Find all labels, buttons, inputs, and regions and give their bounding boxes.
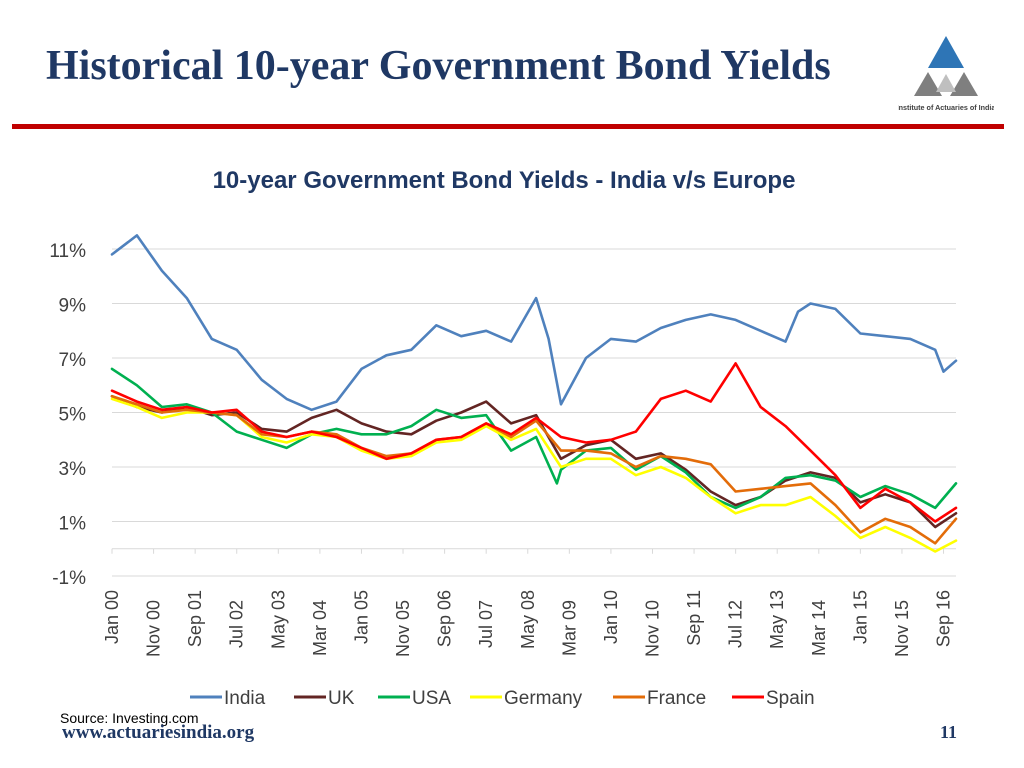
x-tick-label: Nov 10	[642, 600, 662, 657]
x-tick-label: Jul 02	[227, 600, 247, 648]
x-tick-label: Sep 16	[934, 590, 954, 647]
legend-label-india: India	[224, 688, 266, 709]
slide-title: Historical 10-year Government Bond Yield…	[46, 43, 831, 89]
x-tick-label: Jan 05	[351, 590, 371, 644]
logo-triangle-top	[928, 36, 964, 68]
chart-legend: India UK USA Germany France Spain	[190, 688, 815, 709]
x-tick-label: Nov 05	[393, 600, 413, 657]
series-lines	[110, 234, 958, 553]
legend-label-usa: USA	[412, 688, 451, 709]
x-tick-label: May 13	[767, 590, 787, 649]
y-tick-label: -1%	[52, 568, 86, 589]
x-tick-label: Nov 15	[892, 600, 912, 657]
legend-label-france: France	[647, 688, 706, 709]
y-axis-ticks: -1% 1% 3% 5% 7% 9% 11%	[49, 241, 86, 589]
y-tick-label: 1%	[59, 514, 87, 535]
series-line-germany	[110, 397, 958, 553]
x-axis: Jan 00 Nov 00 Sep 01 Jul 02 May 03 Mar 04 Jan …	[102, 548, 956, 657]
series-line-usa	[110, 367, 958, 510]
footer-url[interactable]: www.actuariesindia.org	[62, 722, 255, 743]
logo-triangle-right	[950, 72, 978, 96]
series-line-spain	[110, 362, 958, 523]
x-tick-label: May 08	[518, 590, 538, 649]
series-line-france	[110, 394, 958, 545]
source-note: Source: Investing.com	[60, 710, 199, 726]
series-line-india	[110, 234, 958, 412]
legend-label-uk: UK	[328, 688, 355, 709]
x-tick-label: Sep 01	[185, 590, 205, 647]
y-tick-label: 9%	[59, 296, 87, 317]
x-tick-label: Nov 00	[144, 600, 164, 657]
logo-triangle-left	[914, 72, 942, 96]
legend-label-spain: Spain	[766, 688, 815, 709]
logo-text: Institute of Actuaries of India	[898, 103, 994, 112]
title-rule	[12, 124, 1004, 129]
x-tick-label: Jul 12	[726, 600, 746, 648]
x-tick-label: Jan 00	[102, 590, 122, 644]
x-tick-label: Jan 10	[601, 590, 621, 644]
y-tick-label: 5%	[59, 405, 87, 426]
y-tick-label: 7%	[59, 350, 87, 371]
x-tick-label: Jul 07	[476, 600, 496, 648]
legend-label-germany: Germany	[504, 688, 583, 709]
x-tick-label: Mar 04	[310, 600, 330, 656]
page-number: 11	[940, 722, 958, 742]
x-tick-label: Sep 11	[684, 590, 704, 646]
x-tick-label: Mar 09	[559, 600, 579, 656]
institute-logo: Institute of Actuaries of India	[898, 36, 994, 112]
y-tick-label: 11%	[49, 241, 86, 262]
x-tick-label: Mar 14	[809, 600, 829, 656]
logo-triangle-center	[936, 74, 956, 92]
x-tick-label: May 03	[268, 590, 288, 649]
y-tick-label: 3%	[59, 459, 87, 480]
chart-title: 10-year Government Bond Yields - India v…	[213, 167, 796, 194]
x-tick-label: Sep 06	[435, 590, 455, 647]
x-tick-label: Jan 15	[850, 590, 870, 644]
